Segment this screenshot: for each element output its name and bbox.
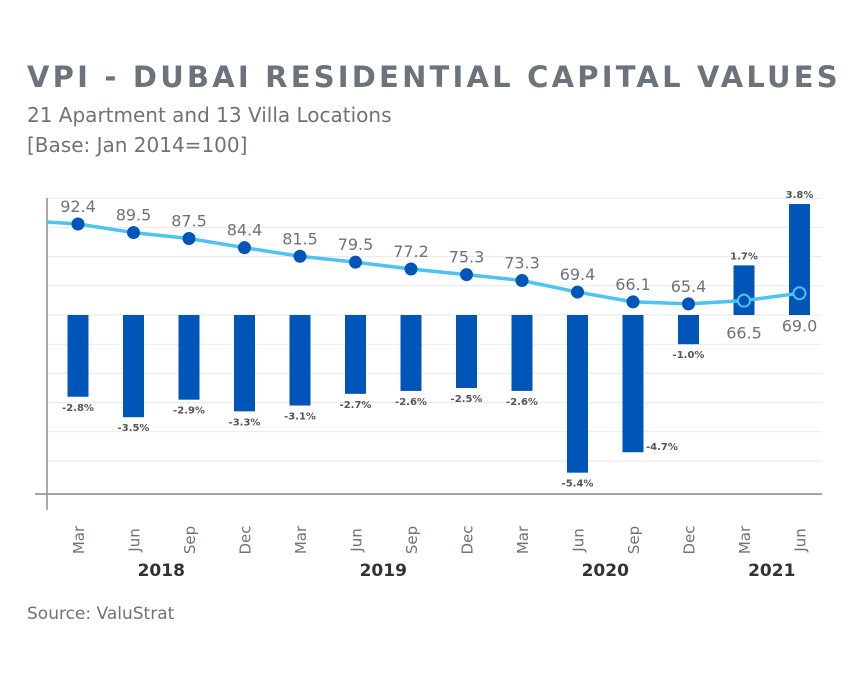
- x-tick-label: Jun: [126, 528, 144, 552]
- vpi-marker: [71, 217, 85, 231]
- bar-data-label: 1.7%: [730, 251, 758, 262]
- x-tick-label: Sep: [181, 526, 199, 554]
- vpi-marker: [515, 274, 529, 288]
- bar: [789, 204, 810, 315]
- bar-data-label: -3.3%: [229, 417, 261, 428]
- vpi-data-label: 65.4: [671, 277, 707, 296]
- vpi-marker: [682, 297, 695, 311]
- vpi-data-label: 73.3: [504, 254, 540, 273]
- bar: [178, 315, 200, 400]
- bar-data-label: 3.8%: [786, 190, 814, 201]
- vpi-marker: [238, 241, 251, 255]
- vpi-data-label: 69.0: [782, 316, 818, 335]
- vpi-marker: [737, 293, 751, 308]
- bar-data-label: -2.5%: [451, 394, 483, 405]
- year-label: 2018: [138, 561, 185, 581]
- vpi-data-label: 75.3: [449, 248, 485, 267]
- bar: [678, 315, 699, 345]
- vpi-marker: [792, 286, 807, 301]
- x-tick-label: Mar: [70, 525, 88, 554]
- vpi-marker: [626, 295, 640, 309]
- bar-data-label: -3.5%: [118, 423, 150, 434]
- bar-data-label: -1.0%: [673, 350, 705, 361]
- bar-data-label: -2.7%: [340, 400, 372, 411]
- vpi-data-label: 79.5: [338, 235, 374, 254]
- bar: [456, 315, 477, 388]
- x-tick-label: Jun: [792, 528, 810, 552]
- bar-data-label: -4.7%: [646, 442, 678, 453]
- vpi-data-label: 69.4: [560, 265, 596, 284]
- x-tick-label: Jun: [570, 528, 588, 552]
- x-tick-label: Sep: [403, 526, 421, 554]
- x-tick-label: Dec: [681, 525, 699, 554]
- vpi-data-label: 92.4: [60, 197, 96, 216]
- bar-data-label: -2.8%: [62, 403, 94, 414]
- year-label: 2021: [748, 561, 795, 581]
- vpi-marker: [349, 255, 362, 269]
- bar: [289, 315, 311, 406]
- vpi-marker: [404, 262, 418, 276]
- bar: [67, 315, 89, 397]
- vpi-marker: [460, 268, 473, 282]
- vpi-data-label: 66.1: [615, 275, 651, 294]
- x-tick-label: Jun: [348, 528, 366, 552]
- vpi-data-label: 89.5: [116, 206, 152, 225]
- bar: [567, 315, 588, 473]
- vpi-data-label: 81.5: [282, 229, 318, 248]
- chart-source: Source: ValuStrat: [27, 604, 175, 624]
- x-tick-label: Mar: [292, 525, 310, 554]
- x-tick-label: Dec: [459, 525, 477, 554]
- chart-base-note: [Base: Jan 2014=100]: [27, 133, 248, 157]
- vpi-marker: [571, 285, 584, 299]
- bar-data-label: -5.4%: [562, 479, 594, 490]
- vpi-data-label: 87.5: [171, 212, 207, 231]
- chart-title: VPI - DUBAI RESIDENTIAL CAPITAL VALUES: [27, 60, 841, 94]
- vpi-data-label: 66.5: [726, 324, 762, 343]
- bar: [345, 315, 366, 394]
- x-tick-label: Mar: [514, 525, 532, 554]
- x-tick-label: Mar: [736, 525, 754, 554]
- bar: [622, 315, 644, 453]
- year-label: 2019: [360, 561, 407, 581]
- vpi-data-label: 84.4: [227, 221, 263, 240]
- vpi-marker: [293, 249, 307, 263]
- bar: [511, 315, 533, 391]
- chart-subtitle: 21 Apartment and 13 Villa Locations: [27, 103, 392, 127]
- bar-data-label: -2.6%: [395, 397, 427, 408]
- bar-data-label: -3.1%: [284, 412, 316, 423]
- vpi-data-label: 77.2: [393, 242, 429, 261]
- year-label: 2020: [582, 561, 629, 581]
- x-tick-label: Dec: [237, 525, 255, 554]
- bar: [123, 315, 144, 418]
- bar: [234, 315, 255, 412]
- vpi-marker: [127, 226, 140, 240]
- bar-data-label: -2.9%: [173, 406, 205, 417]
- bar-data-label: -2.6%: [506, 397, 538, 408]
- x-tick-label: Sep: [625, 526, 643, 554]
- bar: [400, 315, 422, 391]
- vpi-marker: [182, 232, 196, 246]
